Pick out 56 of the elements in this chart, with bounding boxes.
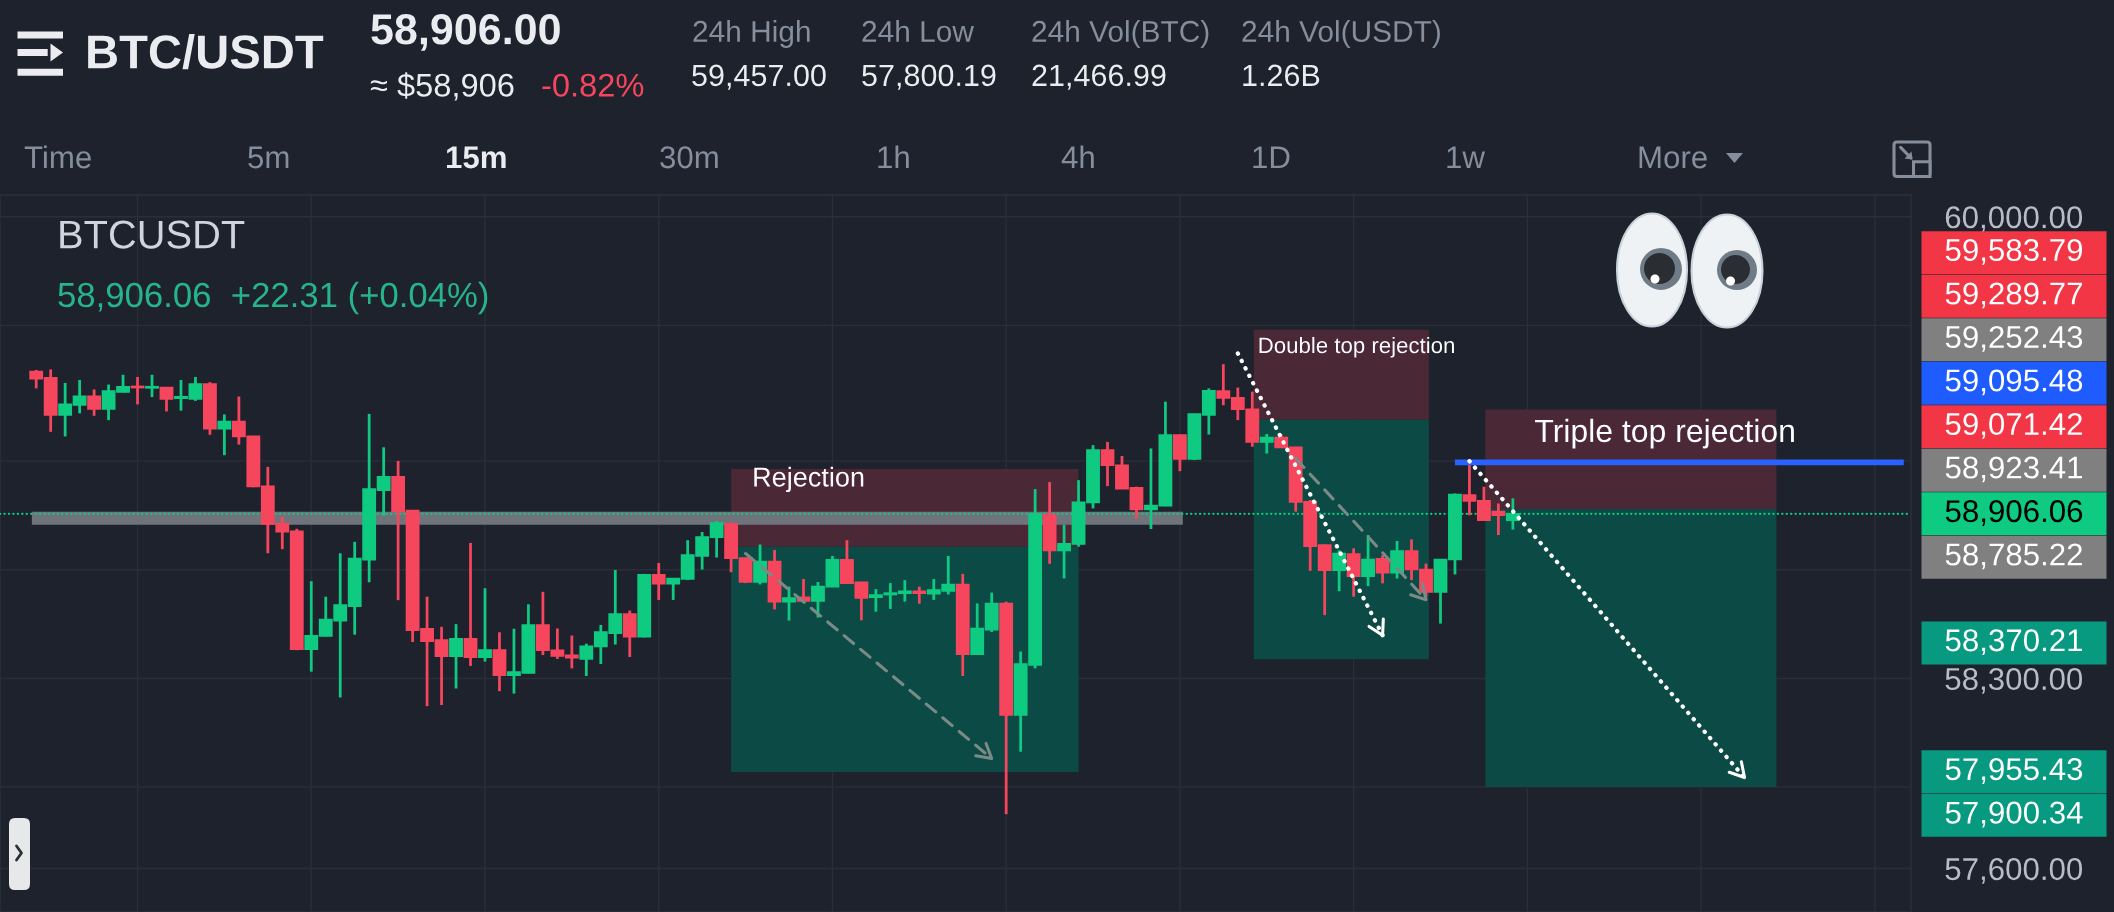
text: 58,906.00 <box>371 14 560 51</box>
text: 58,923.41 <box>1945 456 2082 483</box>
candlestick <box>1172 433 1187 473</box>
chart-title: BTCUSDT <box>60 220 245 249</box>
candlestick <box>1375 553 1390 585</box>
text: -0.82% <box>542 73 644 97</box>
text: 5m <box>248 146 289 169</box>
candlestick <box>159 385 174 413</box>
candlestick <box>478 586 492 663</box>
candlestick <box>1346 546 1361 599</box>
y-tick-label: 58,300.00 <box>1945 667 2083 694</box>
text: 59,457.00 <box>692 64 826 90</box>
candlestick <box>753 543 767 586</box>
text: 57,900.34 <box>1945 801 2083 828</box>
band-label: Triple top rejection <box>1535 418 1794 449</box>
ref-line-label: 58,906.06 <box>1945 500 2083 526</box>
text: 30m <box>660 146 718 169</box>
candlestick <box>145 373 159 399</box>
text: 1.26B <box>1243 64 1320 87</box>
candlestick <box>1259 432 1274 455</box>
candlestick <box>449 622 463 690</box>
band-label: Double top rejection <box>1259 336 1454 358</box>
text: More <box>1639 146 1707 169</box>
text: 24h Vol(USDT) <box>1242 20 1440 48</box>
text: 1w <box>1447 146 1486 169</box>
y-tick-label: 57,600.00 <box>1945 858 2083 884</box>
text: 24h Low <box>862 20 974 43</box>
text: 24h Vol(BTC) <box>1032 20 1209 48</box>
text: 58,370.21 <box>1945 629 2082 656</box>
text: 58,785.22 <box>1945 543 2082 570</box>
band-label: Rejection <box>754 466 864 493</box>
text: ≈ $58,906 <box>370 72 514 101</box>
text: 59,095.48 <box>1945 369 2083 396</box>
text: 21,466.99 <box>1032 64 1166 90</box>
text: 59,583.79 <box>1945 238 2083 265</box>
candlestick <box>651 561 666 602</box>
text: 1D <box>1253 146 1290 169</box>
text: 59,289.77 <box>1945 282 2082 309</box>
candlestick <box>622 609 637 659</box>
text: 4h <box>1061 145 1094 169</box>
text: 59,252.43 <box>1945 325 2083 352</box>
text: 57,955.43 <box>1945 758 2083 784</box>
text: 1h <box>878 145 909 169</box>
text: 58,906.06 +22.31 (+0.04%) <box>58 281 488 315</box>
text: Time <box>24 145 91 169</box>
candlestick <box>217 413 232 457</box>
text: 57,800.19 <box>862 64 996 90</box>
text: 24h High <box>693 20 810 48</box>
candlestick <box>463 541 478 668</box>
text: 15m <box>446 146 506 169</box>
text: 59,071.42 <box>1945 412 2082 439</box>
candlestick <box>87 388 102 418</box>
candlestick <box>782 585 796 622</box>
text: BTC/USDT <box>88 33 324 70</box>
y-tick-label: 60,000.00 <box>1945 206 2083 233</box>
candlestick <box>1361 533 1376 588</box>
